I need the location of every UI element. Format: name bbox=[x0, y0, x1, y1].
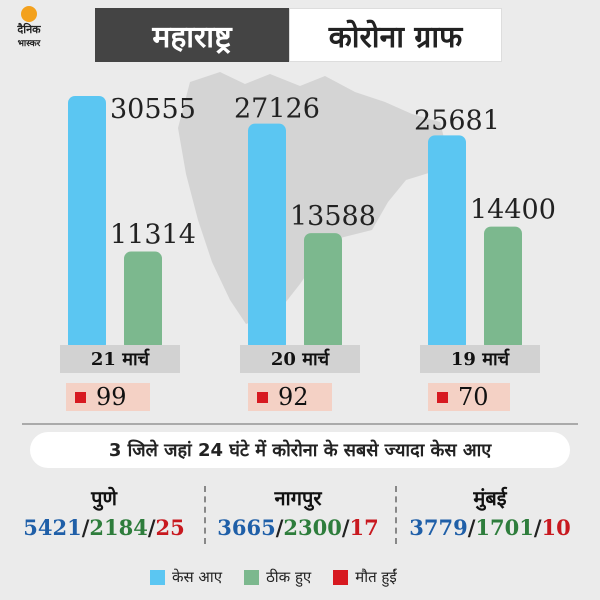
legend-label: ठीक हुए bbox=[266, 568, 312, 586]
district-recovered: 2300 bbox=[283, 515, 342, 540]
maharashtra-map-silhouette bbox=[178, 72, 446, 324]
district-stats: 5421/2184/25 bbox=[23, 515, 185, 540]
death-marker-icon bbox=[75, 391, 86, 403]
district-pune: पुणे 5421/2184/25 bbox=[4, 484, 204, 540]
death-marker-icon bbox=[437, 391, 448, 403]
header-graph-title: कोरोना ग्राफ bbox=[289, 8, 502, 62]
death-count-box: 99 bbox=[66, 383, 150, 411]
date-band: 20 मार्च bbox=[240, 345, 360, 373]
district-mumbai: मुंबई 3779/1701/10 bbox=[390, 484, 590, 540]
district-deaths: 17 bbox=[349, 515, 379, 540]
legend-label: मौत हुईं bbox=[355, 568, 397, 586]
legend-swatch bbox=[333, 569, 349, 585]
legend-swatch bbox=[244, 569, 260, 585]
sun-icon bbox=[21, 6, 37, 22]
death-count: 99 bbox=[96, 383, 127, 411]
district-separator bbox=[204, 486, 206, 544]
district-cases: 5421 bbox=[23, 515, 82, 540]
logo-line2: भास्कर bbox=[17, 39, 41, 49]
bar-cases bbox=[68, 95, 106, 351]
death-count: 70 bbox=[458, 383, 489, 411]
section-divider bbox=[22, 423, 578, 425]
district-stats: 3779/1701/10 bbox=[409, 515, 571, 540]
district-deaths: 10 bbox=[541, 515, 571, 540]
legend: केस आए ठीक हुए मौत हुईं bbox=[150, 567, 397, 587]
death-count-box: 70 bbox=[428, 383, 510, 411]
data-label-cases: 30555 bbox=[110, 94, 196, 125]
data-label-cases: 27126 bbox=[234, 94, 320, 125]
dainik-bhaskar-logo: दैनिक भास्कर bbox=[8, 6, 50, 50]
district-recovered: 1701 bbox=[475, 515, 534, 540]
header-state-title: महाराष्ट्र bbox=[95, 8, 289, 62]
bar-recovered bbox=[304, 233, 342, 351]
district-name: मुंबई bbox=[473, 486, 507, 510]
legend-item-cases: केस आए bbox=[150, 567, 222, 587]
date-band: 21 मार्च bbox=[60, 345, 180, 373]
death-count: 92 bbox=[278, 383, 309, 411]
bar-recovered bbox=[124, 251, 162, 351]
legend-swatch bbox=[150, 569, 165, 585]
legend-item-deaths: मौत हुईं bbox=[333, 567, 397, 587]
district-nagpur: नागपुर 3665/2300/17 bbox=[198, 484, 398, 540]
district-separator bbox=[395, 486, 397, 544]
legend-label: केस आए bbox=[172, 568, 223, 586]
logo-line1: दैनिक bbox=[17, 23, 41, 36]
district-recovered: 2184 bbox=[89, 515, 148, 540]
death-marker-icon bbox=[257, 391, 268, 403]
districts-heading: 3 जिले जहां 24 घंटे में कोरोना के सबसे ज… bbox=[30, 432, 570, 468]
district-cases: 3779 bbox=[409, 515, 468, 540]
death-count-box: 92 bbox=[248, 383, 332, 411]
district-stats: 3665/2300/17 bbox=[217, 515, 379, 540]
bar-cases bbox=[428, 135, 466, 351]
data-label-cases: 25681 bbox=[414, 105, 500, 136]
district-cases: 3665 bbox=[217, 515, 276, 540]
date-band: 19 मार्च bbox=[420, 345, 540, 373]
chart-area: 30555 11314 27126 13588 25681 14400 bbox=[68, 94, 556, 351]
bar-recovered bbox=[484, 226, 522, 351]
bar-cases bbox=[248, 123, 286, 351]
legend-item-recovered: ठीक हुए bbox=[244, 567, 311, 587]
district-name: नागपुर bbox=[274, 486, 322, 510]
district-name: पुणे bbox=[91, 486, 117, 510]
data-label-recovered: 14400 bbox=[470, 195, 556, 226]
data-label-recovered: 11314 bbox=[110, 220, 196, 251]
data-label-recovered: 13588 bbox=[290, 201, 376, 232]
district-deaths: 25 bbox=[155, 515, 185, 540]
